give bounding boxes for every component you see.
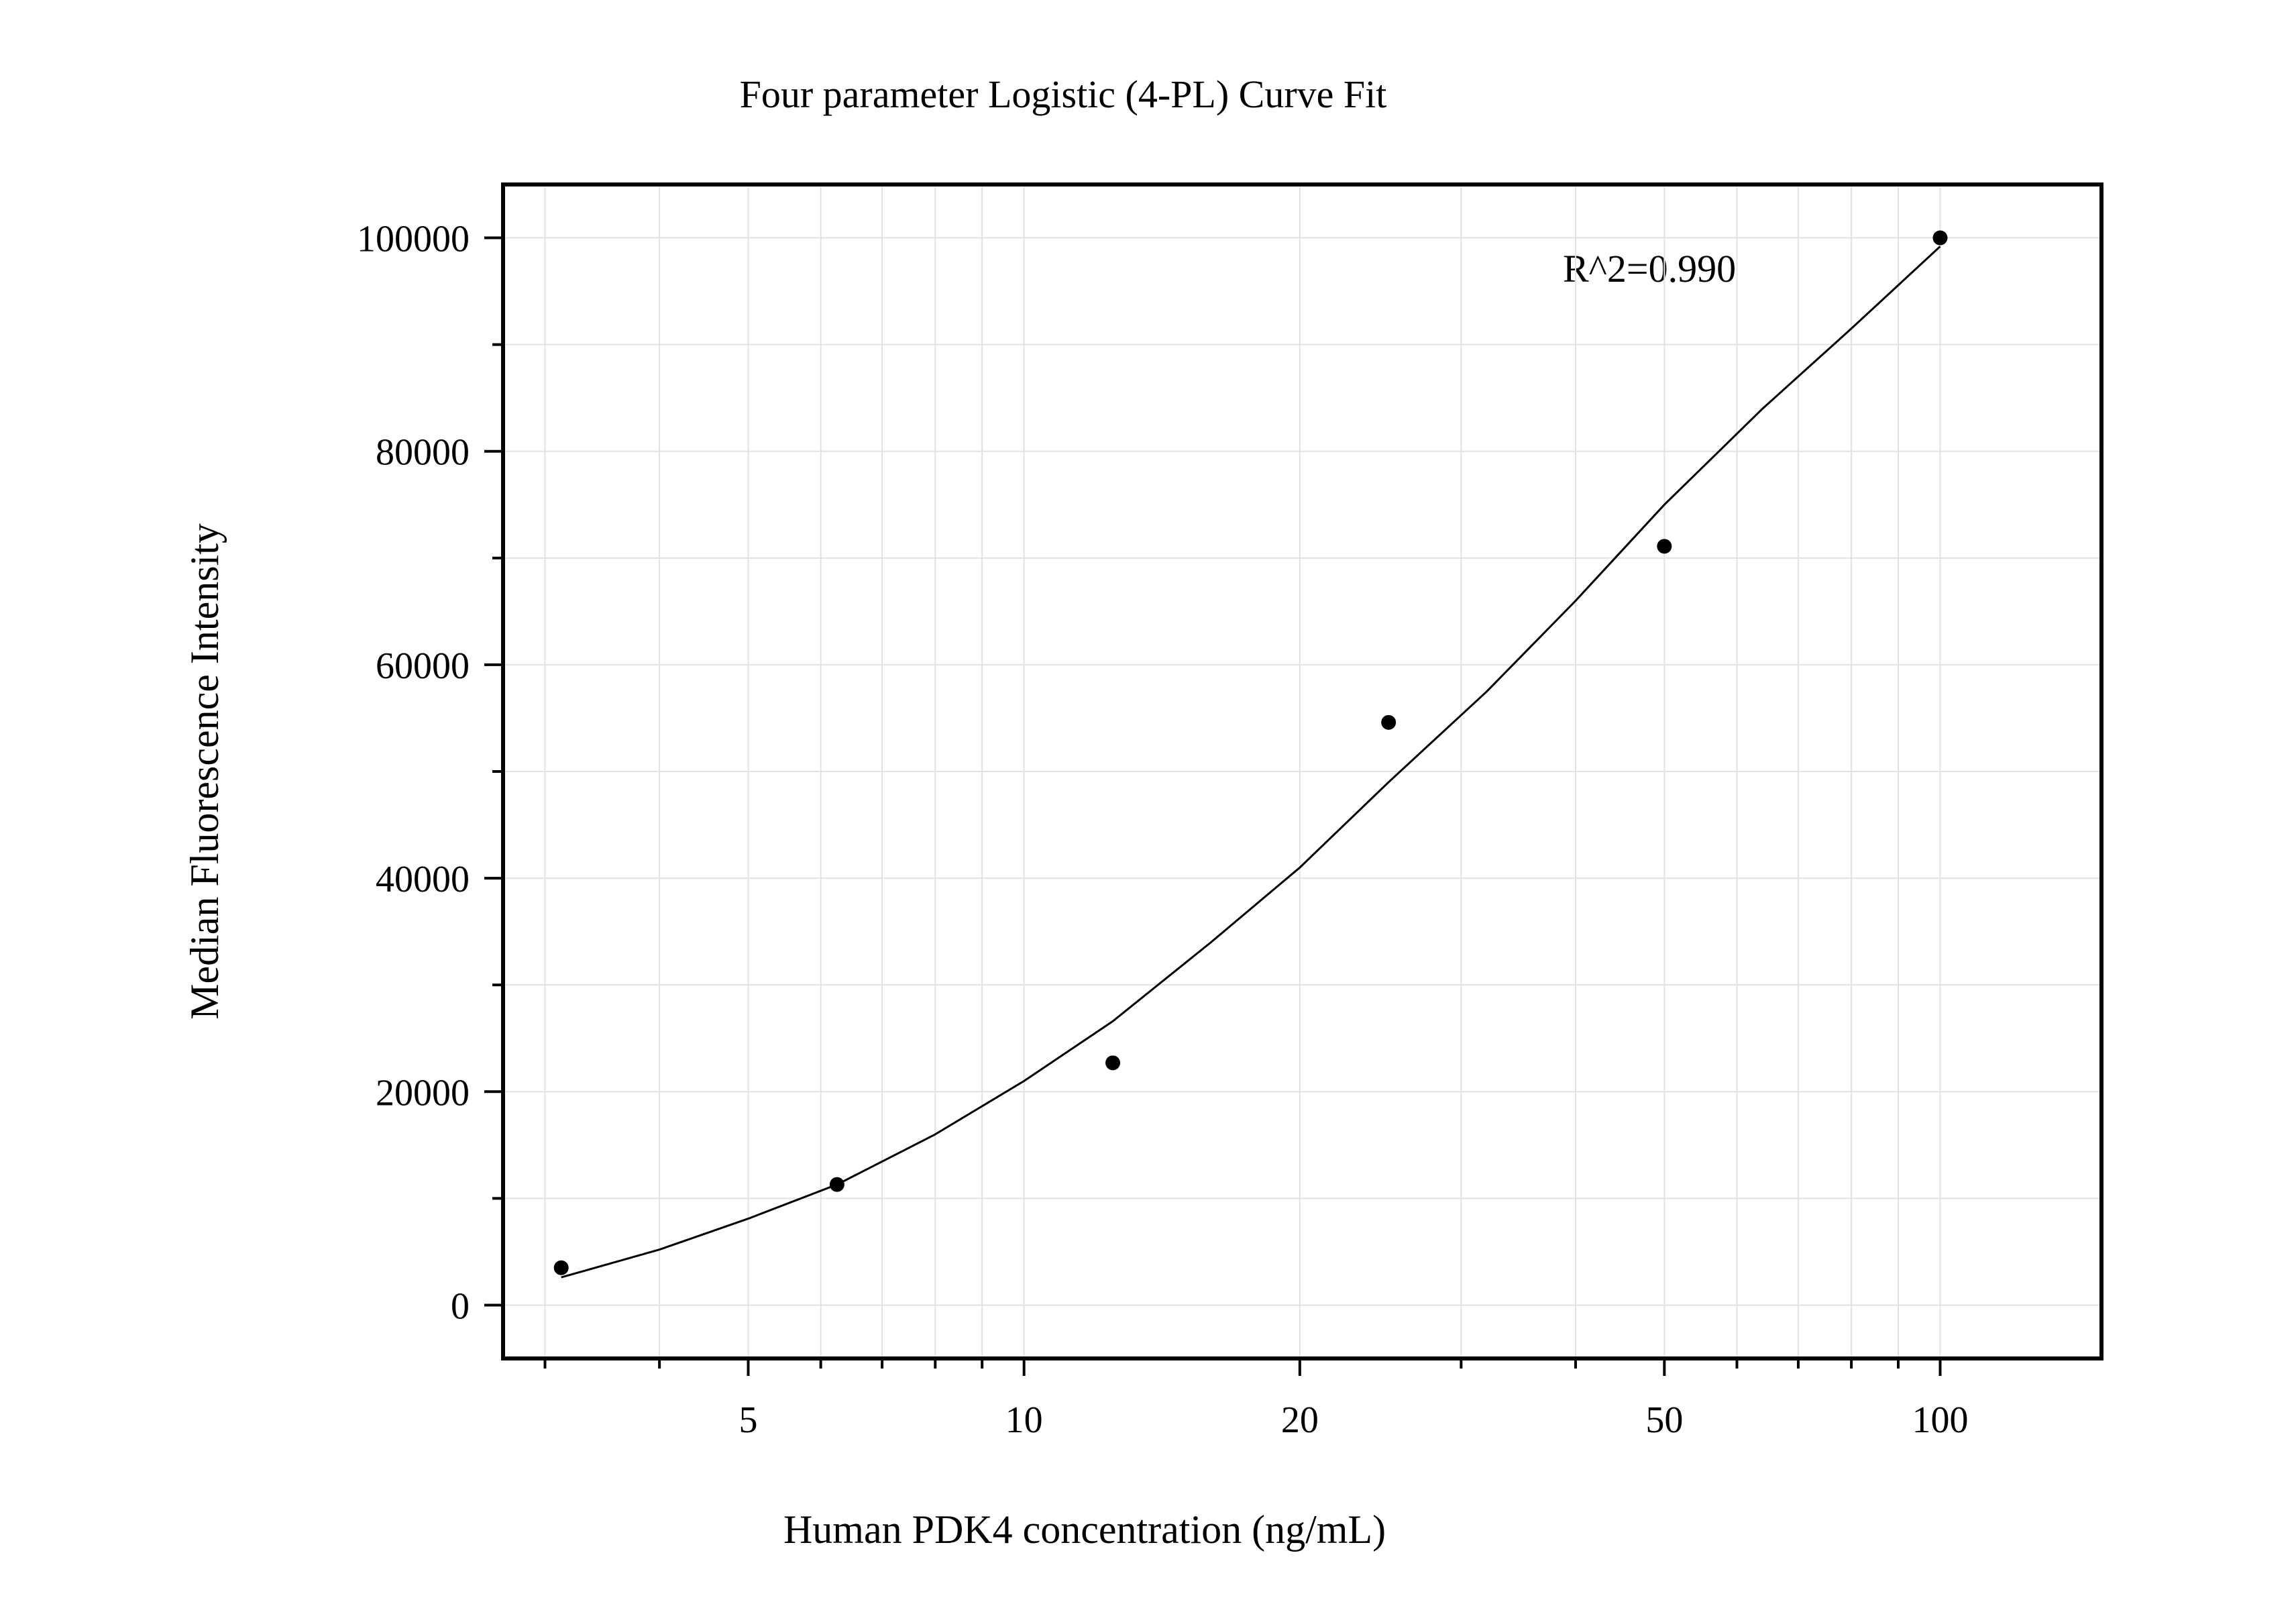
x-tick-label: 5 xyxy=(739,1399,758,1441)
y-tick-label: 40000 xyxy=(376,859,470,900)
y-tick-label: 80000 xyxy=(376,432,470,474)
fit-curve-layer xyxy=(561,246,1941,1279)
data-points-layer xyxy=(553,230,1948,1275)
x-tick-label: 100 xyxy=(1912,1399,1968,1441)
y-axis-label: Median Fluorescence Intensity xyxy=(182,523,227,1020)
x-axis-label: Human PDK4 concentration (ng/mL) xyxy=(783,1507,1386,1552)
x-tick-label: 50 xyxy=(1645,1399,1683,1441)
data-point xyxy=(553,1260,569,1275)
y-tick-label: 60000 xyxy=(376,645,470,687)
y-tick-label: 100000 xyxy=(357,219,470,260)
data-point xyxy=(1932,230,1948,246)
chart-title: Four parameter Logistic (4-PL) Curve Fit xyxy=(740,72,1387,116)
axis-ticks: 5 10 20 50 100 0 20000 40000 60000 80000 100000 xyxy=(357,219,1968,1441)
plot-frame xyxy=(501,182,2103,1360)
y-tick-label: 0 xyxy=(451,1285,470,1327)
data-point xyxy=(1381,714,1397,730)
data-point xyxy=(1657,539,1672,554)
fit-curve xyxy=(561,246,1941,1279)
gridlines xyxy=(503,184,2101,1358)
data-point xyxy=(829,1177,844,1192)
x-tick-label: 10 xyxy=(1005,1399,1043,1441)
x-tick-label: 20 xyxy=(1281,1399,1319,1441)
y-tick-label: 20000 xyxy=(376,1072,470,1114)
r-squared-annotation: R^2=0.990 xyxy=(1563,247,1736,290)
data-point xyxy=(1105,1055,1121,1071)
